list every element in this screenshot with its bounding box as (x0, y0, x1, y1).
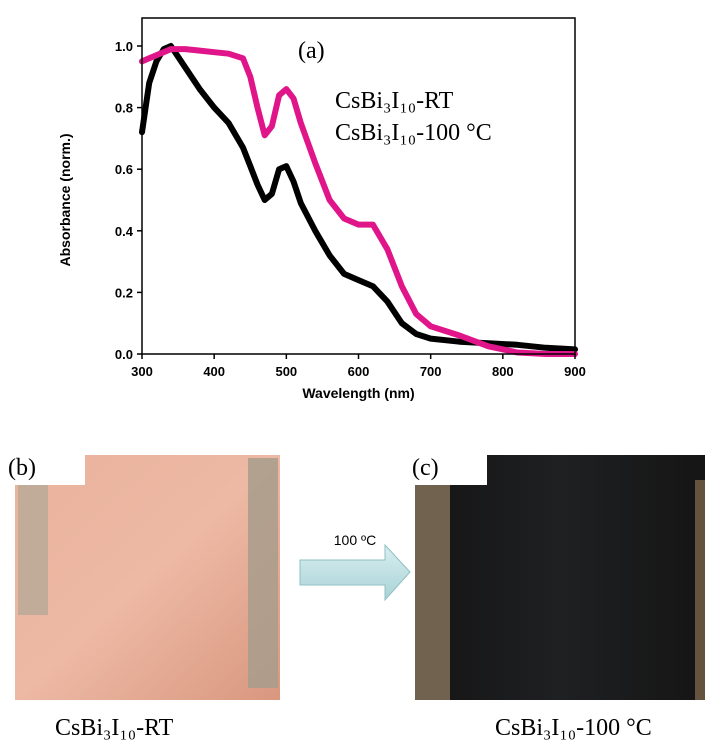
y-tick-label: 0.4 (115, 224, 134, 239)
panel-label: (c) (412, 455, 439, 481)
y-axis-label: Absorbance (norm.) (57, 133, 73, 266)
y-tick-label: 0.2 (115, 285, 133, 300)
panel-caption: CsBi₃I₁₀-RT (55, 715, 174, 741)
line-series (139, 43, 578, 353)
chart-title: (a) (298, 38, 325, 64)
x-tick-label: 700 (420, 364, 442, 379)
x-axis-label: Wavelength (nm) (302, 385, 414, 401)
y-tick-label: 0.8 (115, 101, 133, 116)
panel-label: (b) (8, 455, 36, 481)
x-tick-label: 400 (203, 364, 225, 379)
x-tick-label: 800 (492, 364, 514, 379)
x-tick-label: 900 (564, 364, 586, 379)
chart-a: (a) 300 400 500 600 700 800 900 0.0 0.2 0.4 0.6 0.8 1… (57, 17, 586, 401)
arrow (299, 543, 411, 602)
arrow-label: 100 ºC (334, 532, 376, 548)
legend-entry: CsBi₃I₁₀-RT (335, 88, 454, 114)
x-tick-label: 600 (348, 364, 370, 379)
line-series (139, 46, 578, 357)
y-tick-label: 0.0 (115, 347, 133, 362)
plot-frame (141, 17, 576, 355)
x-tick-label: 300 (131, 364, 153, 379)
x-tick-label: 500 (275, 364, 297, 379)
photo-100c (415, 455, 705, 700)
y-tick-label: 1.0 (115, 39, 133, 54)
photo-rt (15, 455, 280, 700)
panel-caption: CsBi₃I₁₀-100 °C (495, 715, 652, 741)
legend-entry: CsBi₃I₁₀-100 °C (335, 120, 492, 146)
y-tick-label: 0.6 (115, 162, 133, 177)
